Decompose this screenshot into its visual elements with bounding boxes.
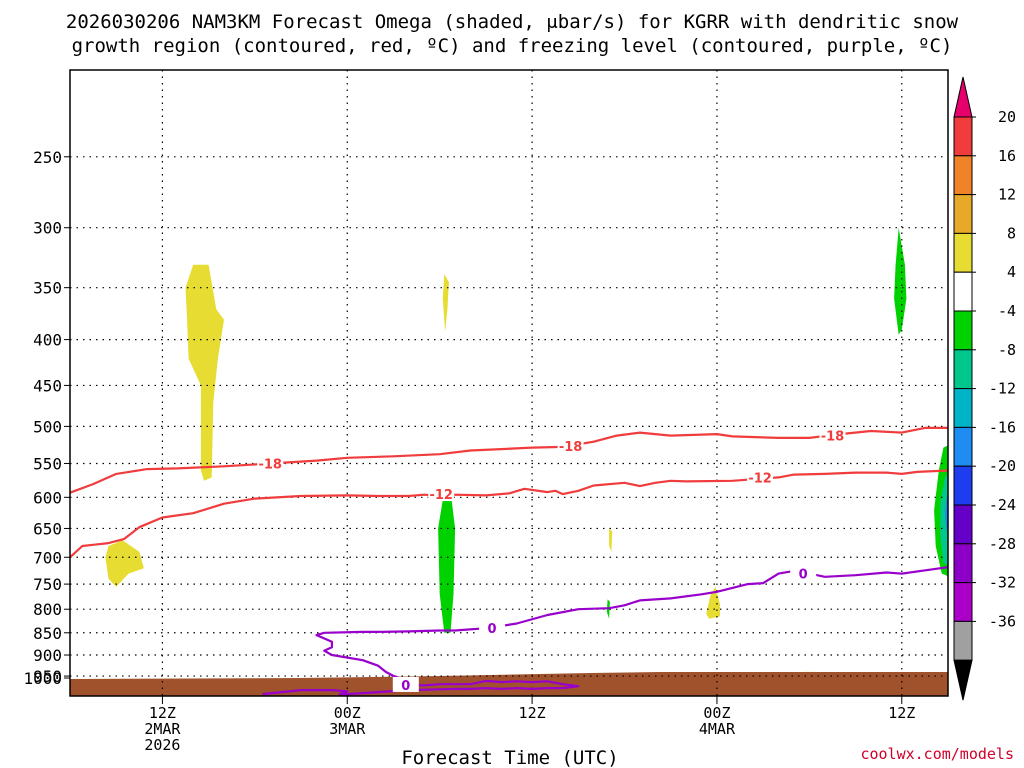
contour-label-bg-minus-18c-1 bbox=[557, 438, 584, 454]
colorbar-label-12: -32 bbox=[989, 574, 1016, 592]
contour-label-minus-18c-2: -18 bbox=[821, 430, 845, 445]
colorbar-bin-3 bbox=[953, 232, 973, 273]
omega-region-yellow-700mb-hr3 bbox=[105, 540, 144, 587]
colorbar-bin-4 bbox=[953, 271, 973, 312]
isotherm-contours: -18 -18 -18 -12 -12 0 0 0 bbox=[69, 426, 949, 696]
terrain-layer bbox=[70, 672, 948, 696]
contour-zero-c bbox=[262, 566, 949, 696]
colorbar-bin-1 bbox=[953, 155, 973, 196]
colorbar-bin-13 bbox=[953, 620, 973, 661]
colorbar-label-4: 4 bbox=[1007, 263, 1016, 281]
colorbar-label-8: -16 bbox=[989, 418, 1016, 436]
omega-region-yellow-350mb-hr24 bbox=[442, 274, 449, 332]
colorbar-label-6: -8 bbox=[998, 341, 1016, 359]
colorbar-label-5: -4 bbox=[998, 302, 1016, 320]
x-tick-label-3-1: 4MAR bbox=[699, 720, 736, 738]
contour-label-minus-12c-0: -12 bbox=[429, 488, 453, 503]
contour-label-minus-18c-1: -18 bbox=[559, 440, 583, 455]
contour-label-bg-minus-12c-0 bbox=[428, 486, 455, 502]
chart-title-line-2: growth region (contoured, red, ºC) and f… bbox=[72, 35, 953, 57]
contour-label-bg-zero-c-0 bbox=[479, 620, 506, 636]
colorbar-label-11: -28 bbox=[989, 535, 1016, 553]
x-tick-label-0-0: 12Z bbox=[149, 704, 176, 722]
credit-text: coolwx.com/models bbox=[860, 745, 1014, 763]
y-tick-label-950: 950 bbox=[33, 667, 62, 686]
y-tick-label-1000: 1000 bbox=[23, 669, 62, 688]
x-axis-label: Forecast Time (UTC) bbox=[401, 747, 618, 768]
colorbar-label-9: -20 bbox=[989, 457, 1016, 475]
colorbar-bin-7 bbox=[953, 388, 973, 428]
y-tick-label-250: 250 bbox=[33, 148, 62, 167]
contour-label-bg-zero-c-1 bbox=[790, 565, 817, 581]
x-tick-label-1-0: 00Z bbox=[334, 704, 361, 722]
y-tick-label-900: 900 bbox=[33, 646, 62, 665]
y-tick-label-700: 700 bbox=[33, 548, 62, 567]
omega-region-yellow-660mb-hr35 bbox=[609, 528, 613, 552]
colorbar-bin-11 bbox=[953, 543, 973, 584]
contour-label-bg-minus-18c-2 bbox=[819, 427, 846, 443]
colorbar-bin-0 bbox=[953, 116, 973, 157]
plot-frame bbox=[69, 69, 949, 697]
chart-title-line-1: 2026030206 NAM3KM Forecast Omega (shaded… bbox=[66, 11, 959, 33]
colorbar-bin-6 bbox=[953, 349, 973, 390]
omega-colorbar: 20 16 12 8 4 -4 -8 -12 -16 -20 -24 -28 -32 -36 bbox=[953, 76, 1016, 701]
colorbar-label-2: 12 bbox=[998, 186, 1016, 204]
y-tick-label-450: 450 bbox=[33, 376, 62, 395]
y-tick-label-300: 300 bbox=[33, 219, 62, 238]
pressure-gridlines bbox=[70, 70, 948, 696]
omega-region-yellow-350-550mb-hr9 bbox=[185, 264, 224, 481]
y-tick-label-650: 650 bbox=[33, 519, 62, 538]
y-tick-label-400: 400 bbox=[33, 331, 62, 350]
colorbar-bottom-arrow bbox=[953, 659, 973, 701]
colorbar-bin-8 bbox=[953, 426, 973, 467]
contour-label-bg-minus-12c-1 bbox=[747, 469, 774, 485]
contour-label-zero-c-0: 0 bbox=[488, 622, 497, 637]
x-tick-label-0-1: 2MAR bbox=[144, 720, 181, 738]
y-tick-label-750: 750 bbox=[33, 575, 62, 594]
colorbar-bin-5 bbox=[953, 310, 973, 351]
colorbar-label-7: -12 bbox=[989, 380, 1016, 398]
y-tick-label-350: 350 bbox=[33, 279, 62, 298]
omega-region-green-600-850mb-hr24 bbox=[438, 490, 456, 633]
omega-region-blue-620mb-hr57 bbox=[944, 497, 948, 532]
colorbar-label-1: 16 bbox=[998, 147, 1016, 165]
y-tick-label-500: 500 bbox=[33, 417, 62, 436]
x-tick-label-0-2: 2026 bbox=[144, 736, 180, 754]
pressure-axis: 250 300 350 400 450 500 550 600 650 700 750 800 850 9… bbox=[23, 148, 70, 688]
y-tick-label-850: 850 bbox=[33, 624, 62, 643]
x-tick-label-3-0: 00Z bbox=[703, 704, 730, 722]
colorbar-label-10: -24 bbox=[989, 496, 1016, 514]
contour-label-minus-18c-0: -18 bbox=[258, 457, 282, 472]
omega-region-green-300-400mb-hr53 bbox=[894, 227, 907, 335]
contour-label-minus-12c-1: -12 bbox=[748, 471, 772, 486]
y-tick-label-800: 800 bbox=[33, 600, 62, 619]
y-tick-label-550: 550 bbox=[33, 454, 62, 473]
x-tick-label-4-0: 12Z bbox=[888, 704, 915, 722]
colorbar-bin-2 bbox=[953, 194, 973, 234]
plot-border bbox=[69, 69, 949, 697]
contour-label-zero-c-2: 0 bbox=[401, 679, 410, 694]
colorbar-label-13: -36 bbox=[989, 612, 1016, 630]
colorbar-bin-9 bbox=[953, 465, 973, 506]
colorbar-top-arrow bbox=[953, 76, 973, 118]
x-tick-label-1-1: 3MAR bbox=[329, 720, 366, 738]
colorbar-bin-12 bbox=[953, 582, 973, 622]
colorbar-bin-10 bbox=[953, 504, 973, 545]
y-tick-label-600: 600 bbox=[33, 488, 62, 507]
contour-label-bg-minus-18c-0 bbox=[257, 455, 284, 471]
contour-label-zero-c-1: 0 bbox=[799, 568, 808, 583]
colorbar-label-0: 20 bbox=[998, 108, 1016, 126]
x-tick-label-2-0: 12Z bbox=[519, 704, 546, 722]
omega-shading-layer bbox=[105, 227, 948, 676]
colorbar-label-3: 8 bbox=[1007, 224, 1016, 242]
contour-minus-12c bbox=[69, 469, 949, 559]
contour-label-bg-zero-c-2 bbox=[392, 676, 419, 692]
terrain-ground bbox=[70, 672, 948, 696]
